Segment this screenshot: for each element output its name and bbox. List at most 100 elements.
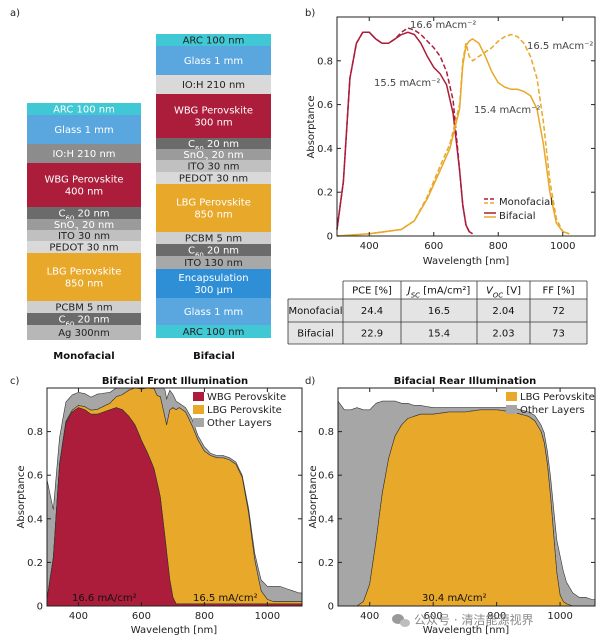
monofacial-layer-3 xyxy=(27,163,141,207)
bifacial-layer-8 xyxy=(156,184,271,232)
bifacial-layer-label-14: ARC 100 nm xyxy=(183,327,245,338)
monofacial-layer-1 xyxy=(27,115,141,144)
bifacial-layer-label-12: Encapsulation 300 µm xyxy=(178,273,248,296)
legend-label-d-other: Other Layers xyxy=(520,405,585,416)
c-xtick-label-3: 1000 xyxy=(255,611,280,622)
bifacial-layer-label-8: LBG Perovskite 850 nm xyxy=(176,198,251,221)
c-xtick-label-1: 600 xyxy=(132,611,151,622)
bifacial-layer-label-2: IO:H 210 nm xyxy=(182,80,245,91)
bifacial-layer-11 xyxy=(156,256,271,269)
d-xlabel: Wavelength [nm] xyxy=(423,625,509,636)
legend-d: LBG Perovskite Other Layers xyxy=(506,392,595,416)
bifacial-layer-label-6: ITO 30 nm xyxy=(187,162,239,173)
front-illumination-area-chart: Bifacial Front Illumination 400 600 800 100… xyxy=(16,376,303,636)
legend-b: Monofacial Bifacial xyxy=(484,197,553,222)
bifacial-layer-3 xyxy=(156,94,271,138)
legend-swatch-d-other xyxy=(506,405,517,414)
d-title: Bifacial Rear Illumination xyxy=(394,376,536,387)
wechat-icon xyxy=(392,614,410,627)
watermark-text: 公众号 · 清洁能源视界 xyxy=(414,612,533,627)
monofacial-layer-0 xyxy=(27,103,141,115)
legend-swatch-d-lbg xyxy=(506,392,517,401)
bifacial-layer-label-10: C60 20 nm xyxy=(188,246,239,260)
b-ytick-label-2: 0.4 xyxy=(317,144,333,155)
table-header-4: FF [%] xyxy=(543,286,575,297)
d-ytick-label-3: 0.6 xyxy=(318,471,334,482)
bifacial-layer-14 xyxy=(156,325,271,338)
performance-table: PCE [%] JSC [mA/cm²] VOC [V] FF [%] Monofaci… xyxy=(287,280,588,345)
monofacial-layer-4 xyxy=(27,207,141,219)
monofacial-layer-5 xyxy=(27,219,141,230)
bifacial-layer-label-13: Glass 1 mm xyxy=(184,307,243,318)
monofacial-caption: Monofacial xyxy=(53,351,114,362)
table-header-2: JSC [mA/cm²] xyxy=(406,286,471,300)
monofacial-layer-10 xyxy=(27,313,141,325)
table-header-1: PCE [%] xyxy=(352,286,392,297)
b-ytick-label-4: 0.8 xyxy=(317,56,333,67)
bifacial-layer-label-0: ARC 100 nm xyxy=(183,36,245,47)
c-ylabel: Absorptance xyxy=(16,465,27,528)
d-xtick-label-0: 400 xyxy=(360,611,379,622)
b-xtick-label-1: 600 xyxy=(424,241,443,252)
legend-label-c-other: Other Layers xyxy=(207,418,272,429)
bifacial-layer-5 xyxy=(156,149,271,160)
table-header-bg xyxy=(343,281,587,299)
monofacial-layer-11 xyxy=(27,325,141,340)
table-cell-1-0: Bifacial xyxy=(297,329,333,340)
monofacial-layer-label-7: PEDOT 30 nm xyxy=(49,243,118,254)
table-cell-1-3: 2.03 xyxy=(492,329,514,340)
c-ytick-label-3: 0.6 xyxy=(27,471,43,482)
b-xtick-label-3: 1000 xyxy=(550,241,575,252)
c-ytick-label-2: 0.4 xyxy=(27,514,43,525)
b-xlabel: Wavelength [nm] xyxy=(423,256,509,267)
bifacial-layer-6 xyxy=(156,160,271,172)
b-series-bifacial-lbg xyxy=(336,37,570,237)
annotation-lbg-mono: 16.5 mAcm⁻² xyxy=(527,41,593,52)
panel-label-d: d) xyxy=(305,376,315,387)
c-xtick-label-0: 400 xyxy=(69,611,88,622)
legend-label-monofacial: Monofacial xyxy=(499,197,553,208)
c-ytick-label-1: 0.2 xyxy=(27,558,43,569)
d-ytick-label-2: 0.4 xyxy=(318,514,334,525)
legend-swatch-c-other xyxy=(193,418,204,427)
annotation-wbg-bi: 15.5 mAcm⁻² xyxy=(374,78,440,89)
bifacial-layer-label-11: ITO 130 nm xyxy=(184,258,242,269)
legend-swatch-c-wbg xyxy=(193,392,204,401)
annotation-wbg-mono: 16.6 mAcm⁻² xyxy=(410,20,476,31)
legend-label-c-lbg: LBG Perovskite xyxy=(207,405,282,416)
c-title: Bifacial Front Illumination xyxy=(102,376,248,387)
monofacial-layer-label-9: PCBM 5 nm xyxy=(55,303,112,314)
table-cell-1-4: 73 xyxy=(552,329,565,340)
b-series-bifacial-wbg xyxy=(336,31,473,235)
c-xlabel: Wavelength [nm] xyxy=(131,625,217,636)
c-ytick-label-0: 0 xyxy=(37,602,43,613)
b-ytick-label-0: 0 xyxy=(327,232,333,243)
monofacial-layer-label-8: LBG Perovskite 850 nm xyxy=(47,267,122,290)
monofacial-stack: ARC 100 nm Glass 1 mm IO:H 210 nm WBG Perov… xyxy=(27,103,141,340)
bifacial-layer-12 xyxy=(156,269,271,298)
bifacial-layer-label-1: Glass 1 mm xyxy=(184,56,243,67)
legend-label-d-lbg: LBG Perovskite xyxy=(520,392,595,403)
legend-label-c-wbg: WBG Perovskite xyxy=(207,392,286,403)
annotation-lbg-bi: 15.4 mAcm⁻² xyxy=(474,105,540,116)
bifacial-layer-label-9: PCBM 5 nm xyxy=(185,234,242,245)
table-body-bg xyxy=(288,299,587,344)
d-ytick-label-0: 0 xyxy=(328,602,334,613)
b-ytick-label-3: 0.6 xyxy=(317,100,333,111)
monofacial-layer-label-0: ARC 100 nm xyxy=(53,105,115,116)
panel-label-c: c) xyxy=(10,376,19,387)
table-cell-0-0: Monofacial xyxy=(288,306,342,317)
d-xtick-label-1: 600 xyxy=(424,611,443,622)
table-header-3: VOC [V] xyxy=(486,286,521,300)
monofacial-layer-label-10: C60 20 nm xyxy=(58,315,109,329)
monofacial-layer-6 xyxy=(27,230,141,241)
d-ytick-label-4: 0.8 xyxy=(318,427,334,438)
watermark: 公众号 · 清洁能源视界 xyxy=(392,612,533,627)
panel-label-b: b) xyxy=(305,8,315,19)
table-cell-0-2: 16.5 xyxy=(428,306,450,317)
d-xtick-label-2: 800 xyxy=(487,611,506,622)
monofacial-layer-8 xyxy=(27,253,141,301)
bifacial-layer-10 xyxy=(156,244,271,256)
monofacial-layer-label-11: Ag 300nm xyxy=(58,328,110,339)
